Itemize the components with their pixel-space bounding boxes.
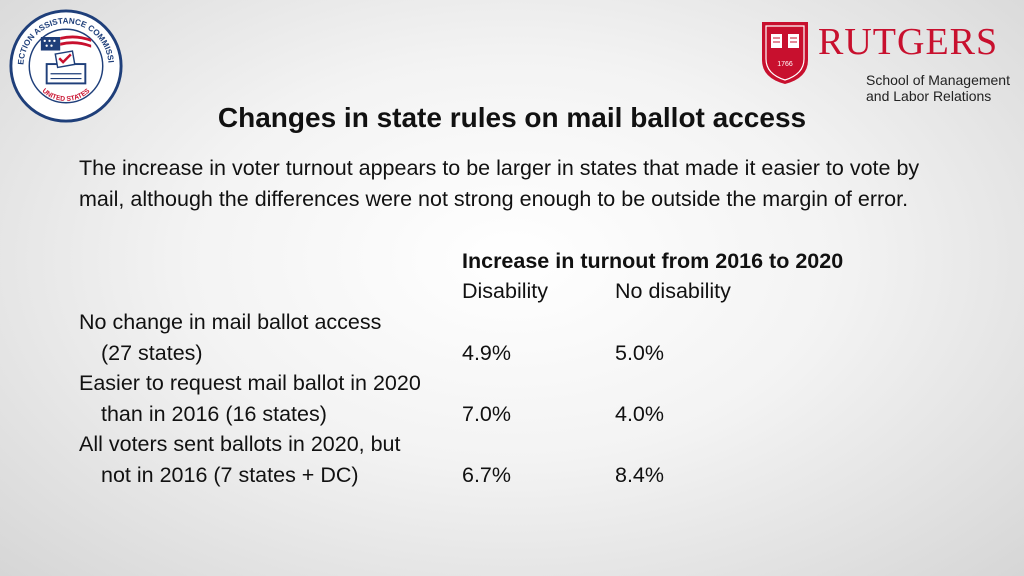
row-label-line1: Easier to request mail ballot in 2020 xyxy=(79,371,421,395)
shield-year: 1766 xyxy=(777,61,793,68)
col-header-no-disability: No disability xyxy=(615,279,731,303)
intro-paragraph: The increase in voter turnout appears to… xyxy=(79,156,920,211)
cell-no-disability: 8.4% xyxy=(615,463,665,487)
rutgers-subtitle: School of Management and Labor Relations xyxy=(866,72,1010,104)
row-label-line1: All voters sent ballots in 2020, but xyxy=(79,432,401,456)
cell-disability: 7.0% xyxy=(462,402,512,426)
row-label-line2: than in 2016 (16 states) xyxy=(101,402,327,426)
row-label-line2: not in 2016 (7 states + DC) xyxy=(101,463,359,487)
table-group-header: Increase in turnout from 2016 to 2020 xyxy=(462,249,844,273)
rutgers-wordmark: RUTGERS xyxy=(818,21,999,63)
cell-no-disability: 4.0% xyxy=(615,402,665,426)
cell-no-disability: 5.0% xyxy=(615,341,665,365)
rutgers-sub-line1: School of Management xyxy=(866,72,1010,88)
rutgers-shield-icon: 1766 xyxy=(762,22,808,84)
row-label-line1: No change in mail ballot access xyxy=(79,310,382,334)
row-label-line2: (27 states) xyxy=(101,341,203,365)
cell-disability: 6.7% xyxy=(462,463,512,487)
col-header-disability: Disability xyxy=(462,279,549,303)
rutgers-sub-line2: and Labor Relations xyxy=(866,88,992,104)
eac-seal-logo: ELECTION ASSISTANCE COMMISSION UNITED ST… xyxy=(8,8,123,123)
rutgers-smlr-logo: 1766 RUTGERS School of Management and La… xyxy=(760,20,1020,110)
cell-disability: 4.9% xyxy=(462,341,512,365)
slide-title: Changes in state rules on mail ballot ac… xyxy=(217,102,807,133)
